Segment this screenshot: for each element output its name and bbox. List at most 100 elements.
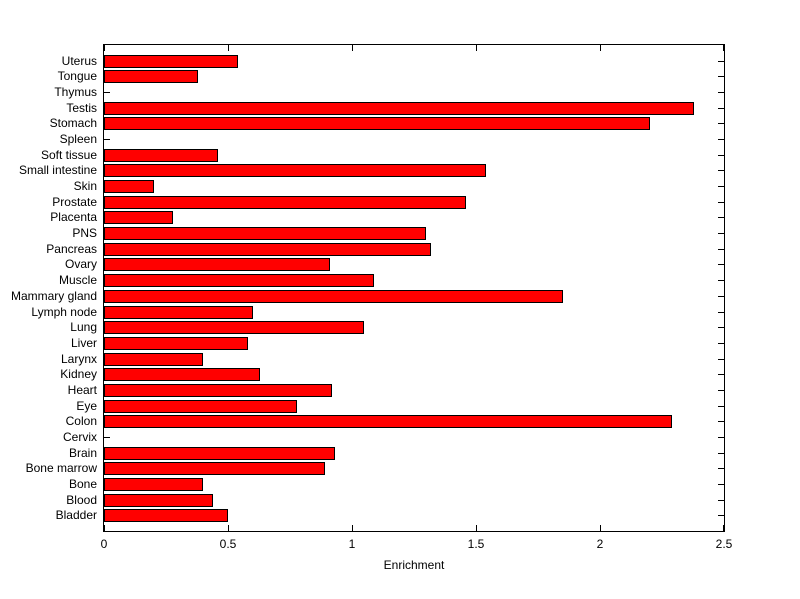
x-axis-tick [228, 45, 229, 51]
y-axis-tick [718, 76, 724, 77]
y-tick-label: Lung [70, 320, 97, 334]
bar [104, 227, 426, 240]
x-axis-tick [352, 45, 353, 51]
y-tick-label: Prostate [52, 195, 97, 209]
bar [104, 462, 325, 475]
y-tick-label: Lymph node [31, 305, 97, 319]
x-axis-tick [476, 45, 477, 51]
y-axis-tick [718, 108, 724, 109]
bar [104, 258, 330, 271]
bar [104, 337, 248, 350]
y-tick-label: Small intestine [18, 163, 97, 177]
y-tick-label: Ovary [64, 257, 97, 271]
x-axis-label: Enrichment [383, 558, 445, 572]
plot-area [103, 44, 725, 532]
y-axis-labels: Uterus Tongue Thymus Testis Stomach Spleen Sof… [0, 45, 97, 531]
x-tick-label: 0.5 [219, 537, 237, 551]
y-axis-tick [718, 500, 724, 501]
x-tick-label: 2.5 [715, 537, 733, 551]
y-tick-label: Muscle [58, 273, 97, 287]
y-axis-tick [718, 327, 724, 328]
y-tick-label: Bone marrow [25, 461, 97, 475]
y-tick-label: Soft tissue [40, 148, 97, 162]
y-axis-tick [104, 92, 110, 93]
y-tick-label: Thymus [54, 85, 97, 99]
bar [104, 415, 672, 428]
y-axis-tick [718, 406, 724, 407]
y-axis-tick [718, 123, 724, 124]
y-tick-label: Uterus [61, 54, 97, 68]
bar [104, 196, 466, 209]
x-axis-tick [228, 525, 229, 531]
x-axis-tick [104, 45, 105, 51]
x-tick-label: 2 [596, 537, 604, 551]
y-axis-tick [718, 202, 724, 203]
y-tick-label: PNS [72, 226, 97, 240]
y-axis-tick [718, 390, 724, 391]
y-axis-tick [718, 139, 724, 140]
y-axis-tick [718, 437, 724, 438]
y-axis-tick [718, 186, 724, 187]
bar [104, 149, 218, 162]
x-axis-tick [352, 525, 353, 531]
x-axis-tick [723, 45, 724, 51]
y-tick-label: Bladder [55, 508, 97, 522]
y-axis-tick [718, 264, 724, 265]
y-axis-tick [718, 61, 724, 62]
y-axis-tick [718, 233, 724, 234]
y-axis-tick [718, 296, 724, 297]
bar [104, 211, 173, 224]
bar [104, 400, 297, 413]
bar [104, 70, 198, 83]
y-axis-tick [718, 484, 724, 485]
y-tick-label: Bone [68, 477, 97, 491]
y-axis-tick [718, 170, 724, 171]
y-tick-label: Mammary gland [10, 289, 97, 303]
bar [104, 368, 260, 381]
bar [104, 509, 228, 522]
bar [104, 353, 203, 366]
y-tick-label: Testis [66, 101, 97, 115]
y-axis-tick [718, 468, 724, 469]
y-tick-label: Tongue [57, 69, 97, 83]
bar [104, 102, 694, 115]
y-tick-label: Kidney [60, 367, 97, 381]
bar [104, 306, 253, 319]
bar [104, 290, 563, 303]
bar [104, 274, 374, 287]
x-tick-label: 0 [100, 537, 108, 551]
bar [104, 447, 335, 460]
y-axis-tick [718, 421, 724, 422]
bar [104, 55, 238, 68]
x-axis-tick [723, 525, 724, 531]
y-axis-tick [718, 155, 724, 156]
y-axis-tick [104, 437, 110, 438]
x-axis-tick [600, 525, 601, 531]
y-axis-tick [718, 280, 724, 281]
x-tick-label: 1 [348, 537, 356, 551]
y-tick-label: Brain [68, 446, 97, 460]
bar [104, 164, 486, 177]
y-tick-label: Stomach [49, 116, 97, 130]
y-axis-tick [718, 92, 724, 93]
y-tick-label: Larynx [60, 352, 97, 366]
y-axis-tick [718, 343, 724, 344]
bar [104, 321, 364, 334]
y-tick-label: Eye [76, 399, 97, 413]
y-tick-label: Placenta [50, 210, 97, 224]
x-axis-tick [104, 525, 105, 531]
bar [104, 243, 431, 256]
y-tick-label: Heart [67, 383, 97, 397]
y-axis-tick [104, 139, 110, 140]
y-tick-label: Colon [65, 414, 97, 428]
y-tick-label: Skin [73, 179, 97, 193]
y-axis-tick [718, 515, 724, 516]
y-tick-label: Pancreas [46, 242, 97, 256]
x-axis-tick [600, 45, 601, 51]
y-axis-tick [718, 374, 724, 375]
y-axis-tick [718, 249, 724, 250]
y-tick-label: Cervix [62, 430, 97, 444]
y-tick-label: Spleen [59, 132, 97, 146]
y-axis-tick [718, 453, 724, 454]
